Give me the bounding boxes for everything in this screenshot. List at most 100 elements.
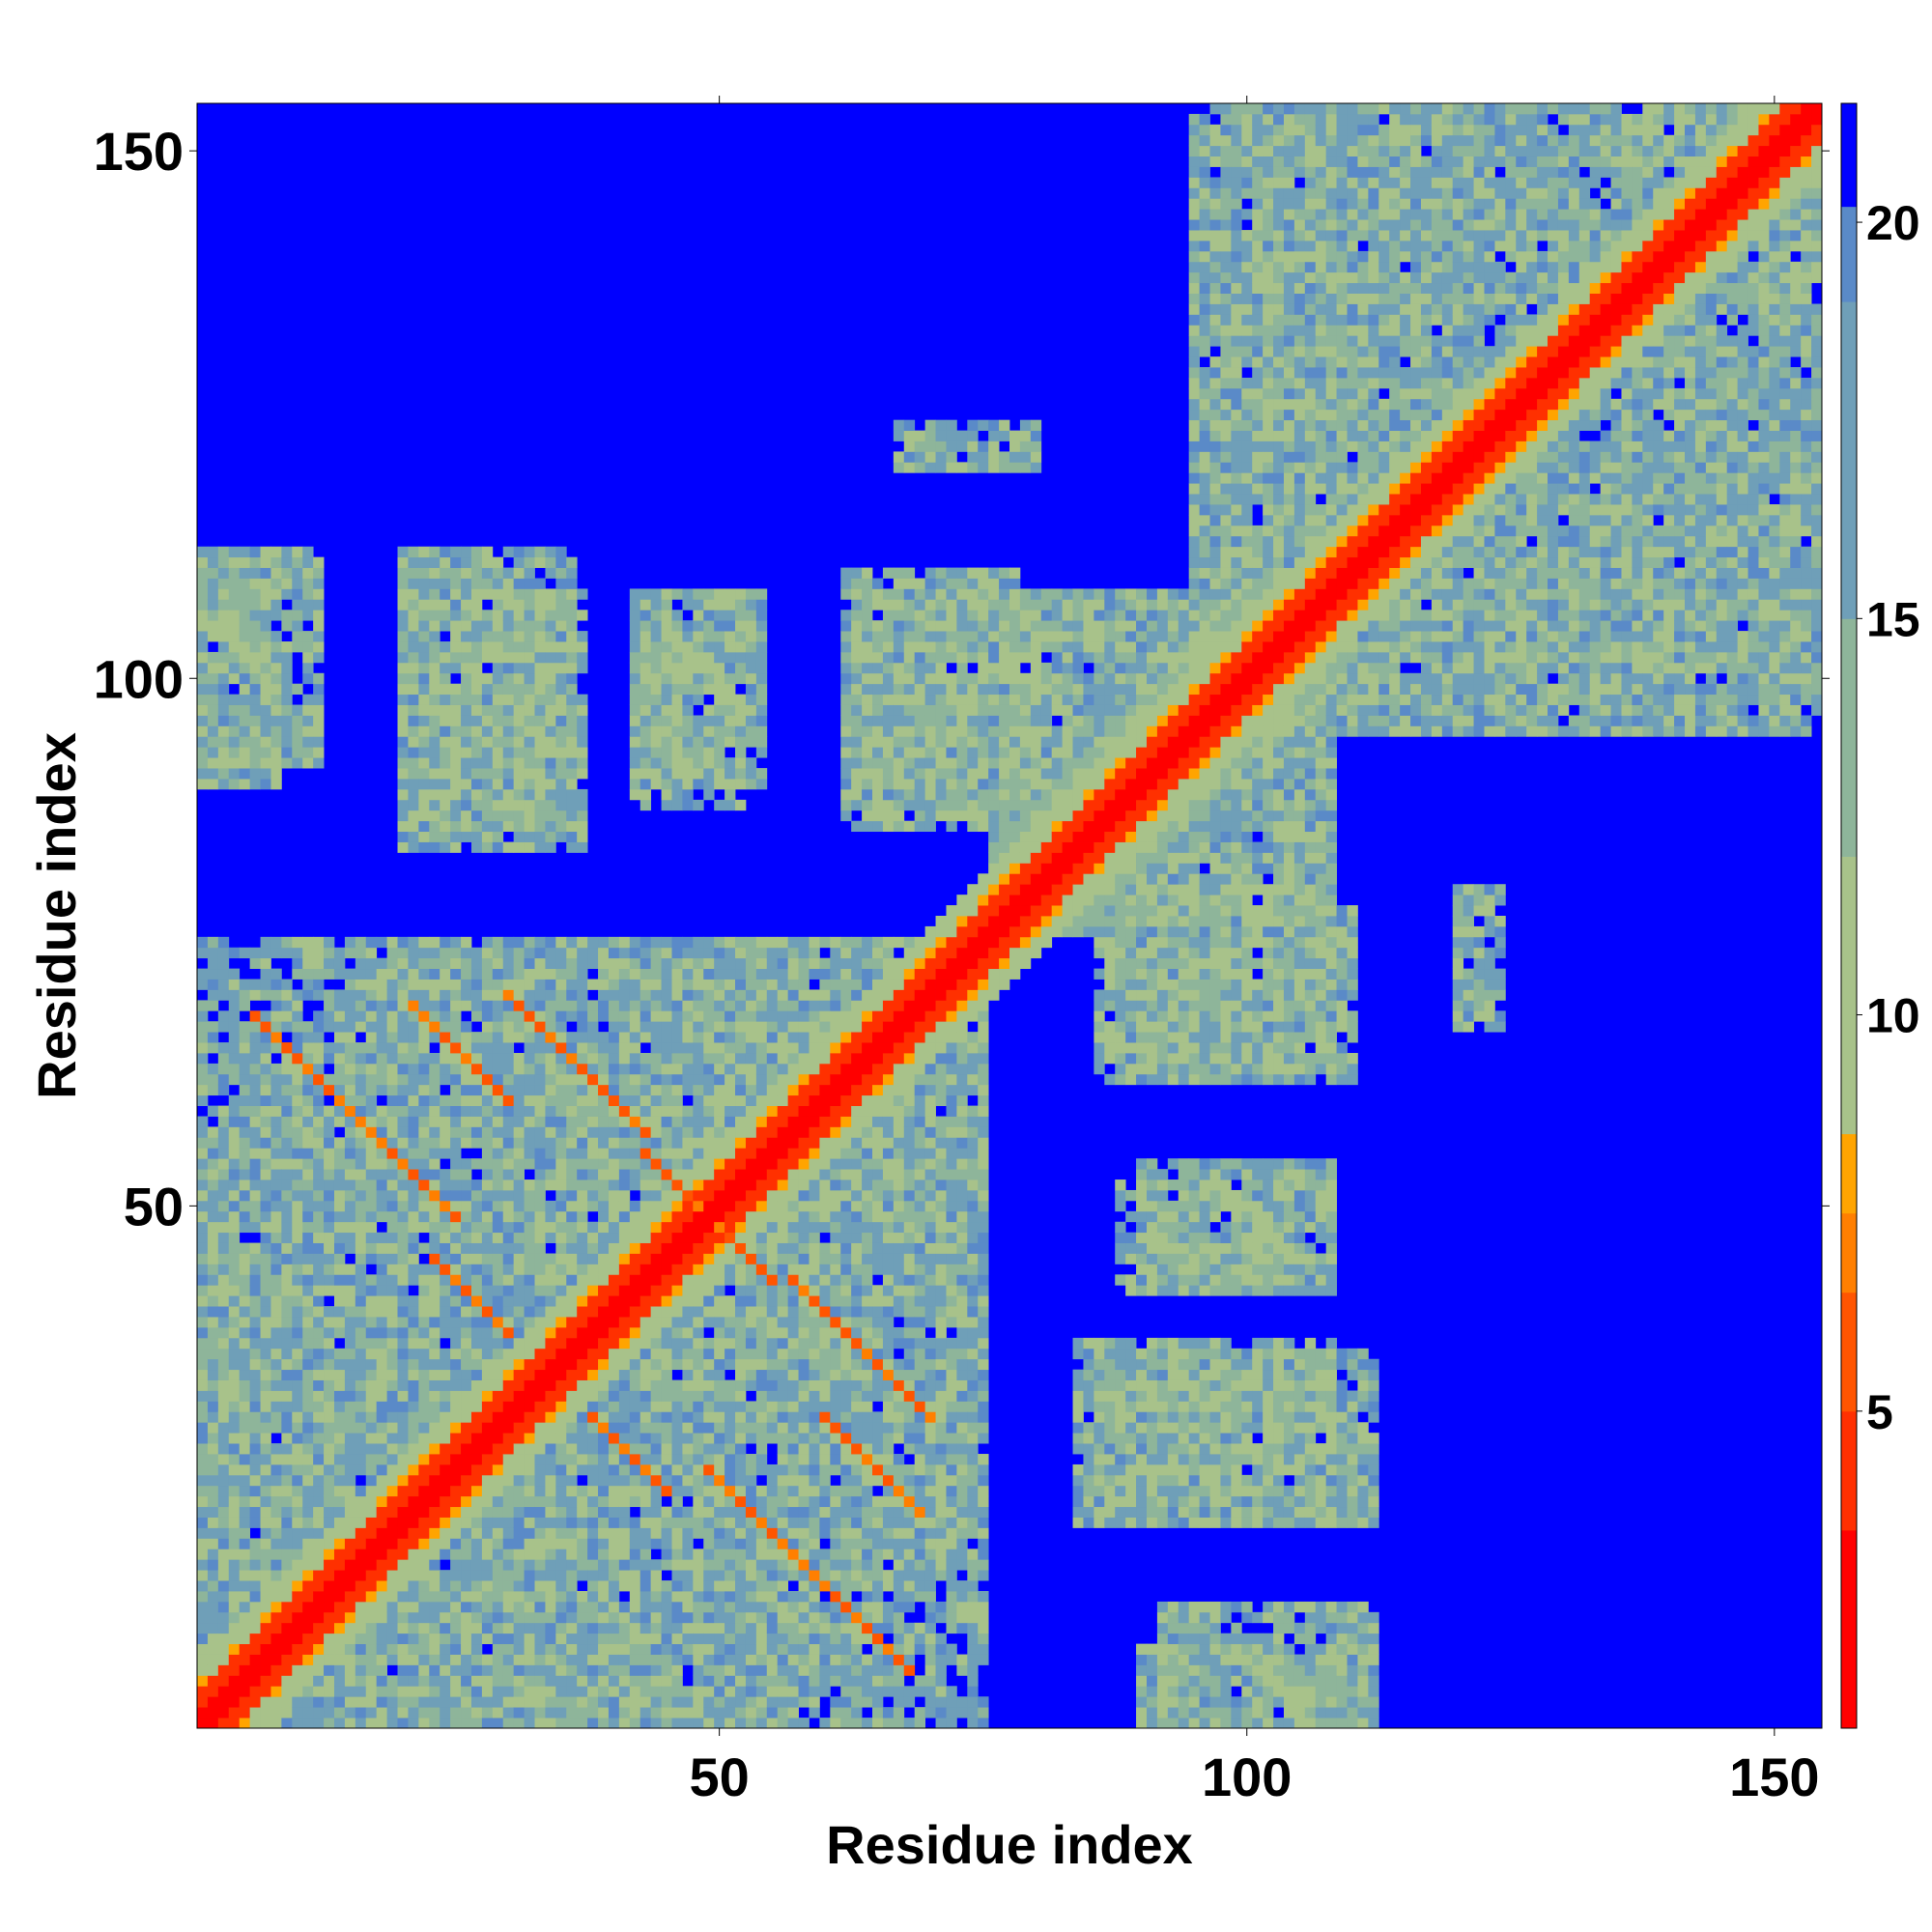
heatmap-cell — [217, 1686, 230, 1697]
heatmap-cell — [197, 757, 209, 769]
heatmap-cell — [577, 641, 588, 653]
heatmap-cell — [386, 1137, 398, 1149]
heatmap-cell — [292, 1000, 303, 1011]
heatmap-cell — [513, 1169, 525, 1180]
heatmap-cell — [618, 1326, 631, 1339]
heatmap-cell — [714, 936, 725, 949]
heatmap-cell — [418, 1654, 430, 1665]
heatmap-cell — [461, 768, 472, 780]
heatmap-cell — [682, 672, 694, 685]
heatmap-cell — [693, 1696, 704, 1708]
heatmap-cell — [671, 1517, 683, 1528]
heatmap-cell — [197, 1611, 209, 1624]
heatmap-cell — [355, 1675, 367, 1687]
heatmap-cell — [545, 1485, 556, 1497]
heatmap-cell — [714, 1580, 725, 1592]
heatmap-cell — [386, 1474, 398, 1487]
heatmap-cell — [587, 1454, 599, 1465]
heatmap-cell — [270, 694, 282, 705]
heatmap-cell — [249, 1548, 261, 1560]
heatmap-cell — [397, 1548, 409, 1560]
heatmap-cell — [492, 936, 504, 949]
heatmap-cell — [440, 1264, 451, 1275]
heatmap-cell — [650, 1210, 662, 1223]
heatmap-cell — [703, 610, 715, 621]
heatmap-cell — [344, 1021, 356, 1033]
heatmap-cell — [524, 1527, 535, 1539]
heatmap-cell — [629, 1285, 641, 1296]
heatmap-cell — [270, 1591, 282, 1603]
heatmap-cell — [682, 1643, 694, 1655]
heatmap-cell — [461, 1126, 472, 1138]
heatmap-cell — [524, 1274, 535, 1286]
heatmap-cell — [661, 1116, 672, 1127]
heatmap-cell — [481, 1443, 494, 1455]
heatmap-cell — [281, 1021, 293, 1033]
heatmap-cell — [693, 1295, 704, 1307]
heatmap-cell — [524, 1718, 535, 1729]
heatmap-cell — [629, 1126, 641, 1138]
heatmap-cell — [502, 567, 515, 579]
heatmap-cell — [513, 841, 525, 853]
heatmap-cell — [418, 1126, 430, 1138]
heatmap-cell — [714, 1369, 725, 1380]
heatmap-cell — [344, 1232, 356, 1243]
heatmap-cell — [766, 1664, 779, 1676]
heatmap-cell — [534, 810, 546, 822]
heatmap-cell — [598, 1274, 610, 1286]
heatmap-cell — [650, 1242, 662, 1254]
heatmap-cell — [755, 1485, 768, 1497]
heatmap-cell — [450, 704, 462, 716]
heatmap-cell — [333, 1643, 346, 1655]
heatmap-cell — [639, 1148, 652, 1159]
heatmap-cell — [534, 1052, 546, 1065]
heatmap-cell — [577, 1463, 588, 1476]
heatmap-cell — [418, 1580, 430, 1592]
heatmap-cell — [217, 1369, 230, 1380]
heatmap-cell — [470, 1200, 483, 1212]
heatmap-cell — [324, 1306, 335, 1318]
heatmap-cell — [577, 1210, 588, 1223]
heatmap-cell — [260, 1221, 271, 1234]
heatmap-cell — [386, 1591, 398, 1603]
heatmap-cell — [724, 1073, 736, 1086]
heatmap-cell — [545, 957, 556, 970]
heatmap-cell — [661, 1084, 672, 1096]
heatmap-cell — [534, 1221, 546, 1234]
heatmap-cell — [429, 947, 440, 959]
heatmap-cell — [355, 1454, 367, 1465]
heatmap-cell — [766, 1358, 779, 1371]
heatmap-cell — [555, 1105, 567, 1117]
heatmap-cell — [470, 1401, 483, 1412]
heatmap-cell — [481, 1654, 494, 1665]
heatmap-cell — [324, 1718, 335, 1729]
heatmap-cell — [270, 1548, 282, 1560]
heatmap-cell — [429, 1580, 440, 1592]
heatmap-cell — [735, 1295, 747, 1307]
heatmap-cell — [429, 1570, 440, 1581]
heatmap-cell — [324, 1337, 335, 1350]
heatmap-cell — [461, 1084, 472, 1096]
heatmap-cell — [629, 1559, 641, 1571]
heatmap-cell — [355, 1517, 367, 1528]
heatmap-cell — [534, 757, 546, 769]
heatmap-cell — [598, 1633, 610, 1645]
heatmap-cell — [639, 662, 652, 674]
heatmap-cell — [724, 1274, 736, 1286]
heatmap-cell — [598, 1718, 610, 1729]
heatmap-cell — [281, 1443, 293, 1455]
heatmap-cell — [481, 968, 494, 980]
heatmap-cell — [376, 1454, 387, 1465]
heatmap-cell — [513, 1116, 525, 1127]
heatmap-cell — [207, 651, 219, 664]
heatmap-cell — [408, 1633, 419, 1645]
heatmap-cell — [492, 1463, 504, 1476]
heatmap-cell — [745, 1485, 757, 1497]
heatmap-cell — [450, 757, 462, 769]
heatmap-cell — [682, 1506, 694, 1518]
heatmap-cell — [440, 1285, 451, 1296]
heatmap-cell — [587, 1337, 599, 1350]
heatmap-cell — [629, 662, 641, 674]
heatmap-cell — [735, 1401, 747, 1412]
heatmap-cell — [513, 1675, 525, 1687]
